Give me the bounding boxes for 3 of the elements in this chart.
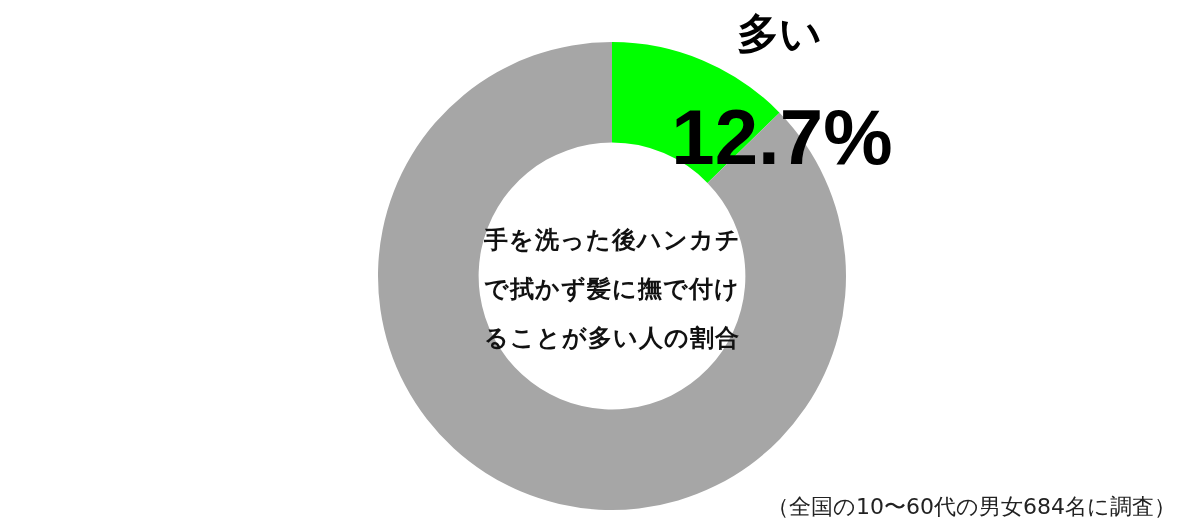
slice-label: 多い — [737, 9, 823, 59]
text: 手を洗った後ハンカチで拭かず髪に撫で付けることが多い人の割合 — [482, 225, 742, 354]
text: （全国の10〜60代の男女684名に調査） — [767, 494, 1176, 520]
